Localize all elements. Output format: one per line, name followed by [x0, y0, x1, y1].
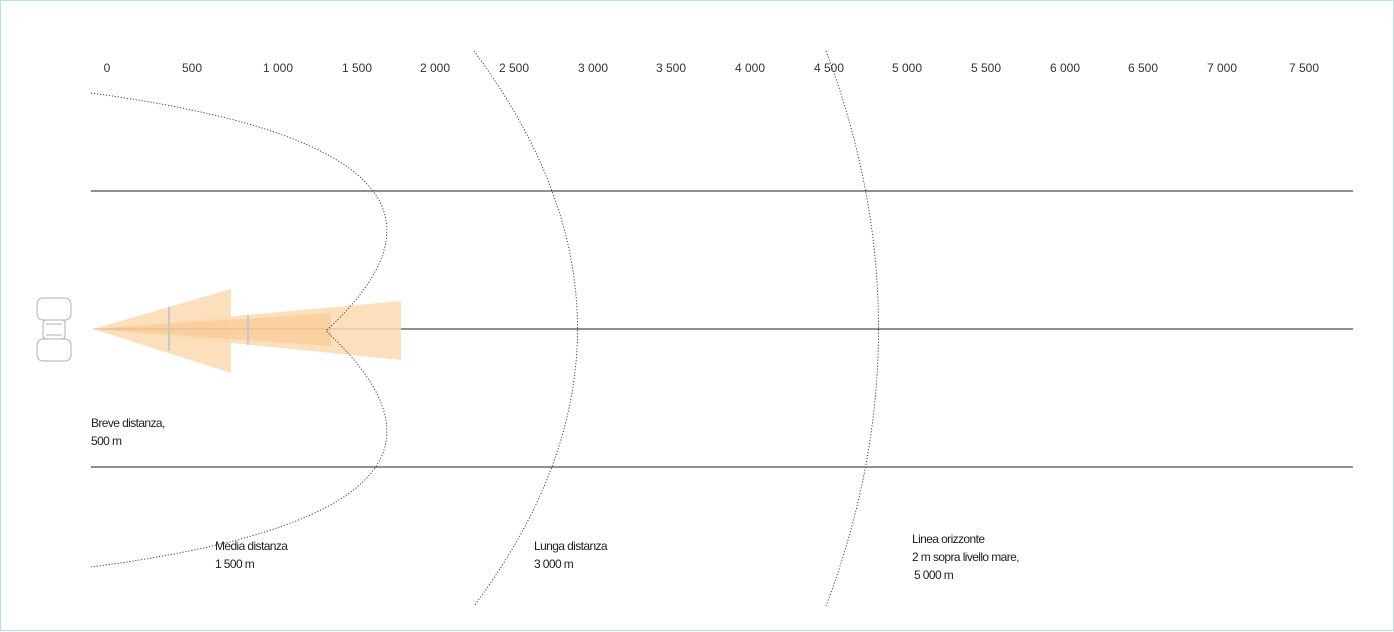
- tick-label: 2 000: [420, 61, 450, 75]
- short-range-label: Breve distanza,: [91, 416, 165, 430]
- range-labels: Breve distanza, 500 m Media distanza 1 5…: [91, 416, 1020, 582]
- horizon-condition: 2 m sopra livello mare,: [912, 550, 1019, 564]
- tick-label: 3 000: [578, 61, 608, 75]
- tick-label: 4 500: [814, 61, 844, 75]
- tick-label: 5 000: [892, 61, 922, 75]
- headlight-beams: [93, 289, 401, 373]
- tick-label: 3 500: [656, 61, 686, 75]
- tick-label: 1 000: [263, 61, 293, 75]
- tick-label: 6 000: [1050, 61, 1080, 75]
- long-range-label: Lunga distanza: [534, 539, 608, 553]
- medium-range-value: 1 500 m: [215, 557, 255, 571]
- tick-label: 0: [104, 61, 111, 75]
- range-arc-horizon: [825, 50, 879, 607]
- medium-range-label: Media distanza: [215, 539, 288, 553]
- tick-label: 1 500: [342, 61, 372, 75]
- short-range-value: 500 m: [91, 434, 122, 448]
- distance-scale: 0 500 1 000 1 500 2 000 2 500 3 000 3 50…: [104, 61, 1320, 75]
- horizon-value: 5 000 m: [914, 568, 954, 582]
- tick-label: 5 500: [971, 61, 1001, 75]
- road-lines: [91, 190, 1353, 468]
- tick-label: 7 500: [1289, 61, 1319, 75]
- tick-label: 500: [182, 61, 202, 75]
- range-arcs: [90, 50, 879, 607]
- horizon-label: Linea orizzonte: [912, 532, 985, 546]
- tick-label: 4 000: [735, 61, 765, 75]
- tick-label: 6 500: [1128, 61, 1158, 75]
- tick-label: 7 000: [1207, 61, 1237, 75]
- long-range-value: 3 000 m: [534, 557, 574, 571]
- beam-core: [93, 313, 331, 346]
- tick-label: 2 500: [499, 61, 529, 75]
- car-top-view-icon: [36, 297, 72, 362]
